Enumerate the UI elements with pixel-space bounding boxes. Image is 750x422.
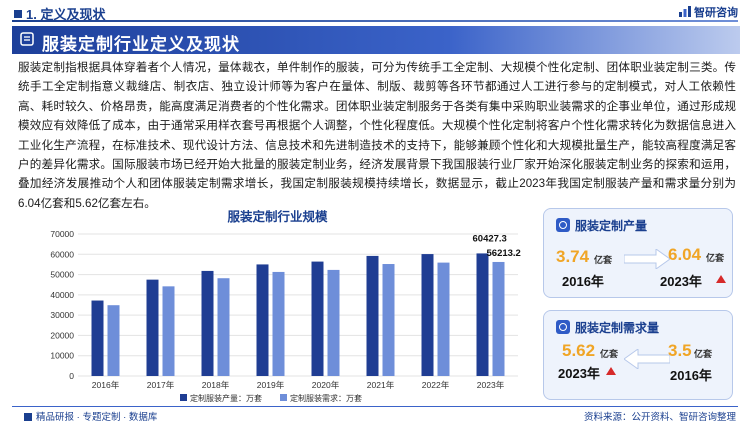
y-tick-label: 0 — [69, 371, 74, 381]
production-panel-title: 服装定制产量 — [556, 217, 647, 234]
demand-left-unit: 亿套 — [600, 349, 619, 359]
target-icon — [556, 218, 570, 232]
left-arrow-icon — [624, 349, 670, 369]
production-right-unit: 亿套 — [706, 253, 725, 263]
bar — [382, 264, 395, 376]
bar — [91, 300, 104, 376]
legend-swatch — [180, 394, 187, 401]
bar — [476, 253, 489, 376]
demand-panel-title: 服装定制需求量 — [556, 319, 659, 336]
production-left-unit: 亿套 — [594, 255, 613, 265]
bar — [201, 270, 214, 376]
footer-marker-icon — [24, 413, 32, 421]
production-right-value: 6.04 — [668, 245, 702, 264]
production-right-year: 2023年 — [660, 274, 702, 289]
x-tick-label: 2018年 — [202, 380, 230, 390]
source-note: 资料来源：公开资料、智研咨询整理 — [583, 412, 736, 422]
x-tick-label: 2023年 — [477, 380, 505, 390]
y-tick-label: 20000 — [50, 330, 74, 340]
title-banner: 服装定制行业定义及现状 — [12, 26, 740, 54]
up-arrow-icon — [716, 275, 726, 283]
y-tick-label: 10000 — [50, 351, 74, 361]
bar — [492, 261, 505, 376]
y-tick-label: 30000 — [50, 310, 74, 320]
bar — [272, 271, 285, 376]
x-tick-label: 2021年 — [367, 380, 395, 390]
x-tick-label: 2022年 — [422, 380, 450, 390]
demand-panel: 服装定制需求量 5.62 亿套 2023年 3.5 亿套 2016年 — [543, 310, 733, 400]
bar — [327, 269, 340, 376]
industry-scale-chart: 服装定制行业规模 0 10000 20000 30000 40000 50000 60000… — [30, 206, 525, 406]
x-tick-label: 2017年 — [147, 380, 175, 390]
y-tick-label: 40000 — [50, 290, 74, 300]
bar — [437, 262, 450, 376]
demand-left-value: 5.62 — [562, 341, 596, 360]
bar — [366, 255, 379, 376]
right-arrow-icon — [624, 249, 670, 269]
demand-panel-title-text: 服装定制需求量 — [575, 321, 660, 335]
production-panel: 服装定制产量 3.74 亿套 2016年 6.04 亿套 2023年 — [543, 208, 733, 298]
section-title: 1. 定义及现状 — [14, 4, 105, 23]
brand-logo: 智研咨询 — [679, 4, 738, 20]
legend-swatch — [280, 394, 287, 401]
header-divider — [12, 20, 738, 22]
x-tick-label: 2020年 — [312, 380, 340, 390]
production-left-value: 3.74 — [556, 247, 590, 266]
production-left-year: 2016年 — [562, 274, 604, 289]
x-tick-label: 2016年 — [92, 380, 120, 390]
footer-left-text: 精品研报 · 专题定制 · 数据库 — [36, 412, 158, 422]
y-tick-label: 50000 — [50, 270, 74, 280]
page-title: 服装定制行业定义及现状 — [42, 35, 240, 54]
brand-name: 智研咨询 — [694, 7, 738, 19]
footer-left: 精品研报 · 专题定制 · 数据库 — [24, 409, 157, 422]
demand-right-value: 3.5 — [668, 341, 692, 360]
bar — [146, 279, 159, 376]
y-tick-label: 60000 — [50, 249, 74, 259]
y-tick-label: 70000 — [50, 229, 74, 239]
production-panel-title-text: 服装定制产量 — [575, 219, 648, 233]
legend-label: 定制服装需求：万套 — [290, 393, 362, 403]
bar — [256, 264, 269, 376]
x-tick-label: 2019年 — [257, 380, 285, 390]
document-icon — [20, 32, 34, 46]
bar — [217, 278, 230, 376]
footer-divider — [12, 406, 738, 407]
section-title-text: 1. 定义及现状 — [26, 7, 106, 22]
bar-chart-svg: 0 10000 20000 30000 40000 50000 60000 70000 2016… — [50, 229, 521, 403]
bar — [107, 305, 120, 376]
bar — [421, 254, 434, 376]
demand-left-year: 2023年 — [558, 366, 600, 381]
bar — [162, 286, 175, 376]
target-icon — [556, 320, 570, 334]
up-arrow-icon — [606, 367, 616, 375]
demand-right-year: 2016年 — [670, 368, 712, 383]
top-bar: 1. 定义及现状 智研咨询 — [0, 0, 750, 22]
bar — [311, 261, 324, 376]
section-marker-icon — [14, 10, 22, 18]
data-label: 56213.2 — [487, 248, 521, 259]
data-label: 60427.3 — [473, 233, 507, 244]
brand-logo-icon — [679, 6, 691, 17]
demand-right-unit: 亿套 — [694, 349, 713, 359]
definition-paragraph: 服装定制指根据具体穿着者个人情况，量体裁衣，单件制作的服装，可分为传统手工全定制… — [18, 61, 736, 210]
chart-title: 服装定制行业规模 — [227, 210, 328, 224]
legend-label: 定制服装产量：万套 — [190, 393, 262, 403]
